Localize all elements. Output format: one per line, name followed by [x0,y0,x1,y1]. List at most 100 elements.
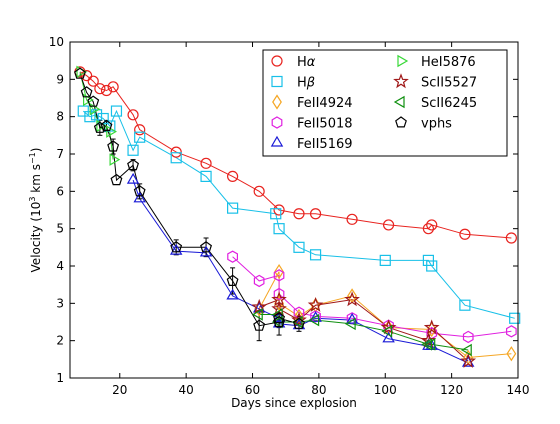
legend-label-text: FeII5018 [297,117,353,132]
legend-label-text: H [297,55,307,70]
legend-label-text: FeII4924 [297,96,353,111]
legend-label-scii5527: ScII5527 [421,76,477,91]
legend-entry-feii5018: FeII5018 [271,116,353,132]
y-tick-label: 2 [56,334,64,348]
data-point-hbeta [227,202,239,214]
legend-marker-scii5527 [393,73,409,89]
data-point-vphs [100,119,113,131]
data-point-halpha [80,69,93,82]
legend-label-hbeta: Hβ [297,76,315,91]
data-point-feii5018 [253,274,265,288]
data-point-hbeta [90,109,103,121]
data-point-halpha [273,204,285,216]
legend-label-text: FeII5169 [297,137,353,152]
y-tick-label: 8 [56,110,64,124]
data-point-halpha [346,213,358,225]
legend-entry-feii4924: FeII4924 [272,94,353,111]
legend-marker-feii5018 [271,116,283,129]
data-point-hbeta [509,312,521,324]
data-point-scii5527 [291,311,307,327]
legend-label-feii4924: FeII4924 [297,96,353,111]
data-point-halpha [459,228,471,240]
data-point-feii5018 [227,250,238,263]
data-point-scii6245 [424,338,436,351]
data-point-halpha [227,170,239,182]
data-point-scii6245 [344,317,356,331]
data-point-hbeta [309,249,322,261]
legend-marker-feii4924 [272,94,282,110]
axes-layer: 20 40 60 80 100 120 140 1 2 3 4 5 6 7 8 9 10 [49,35,530,397]
legend-label-text: vphs [421,117,452,132]
data-point-feii5169 [133,191,146,203]
legend: HαHβFeII4924FeII5018FeII5169HeI5876ScII5… [262,49,508,157]
data-point-halpha [134,124,146,136]
data-point-hbeta [200,170,212,182]
series-points-scii6245 [252,308,472,357]
data-point-halpha [127,109,139,121]
data-point-hbeta [379,254,391,266]
data-point-vphs [226,274,239,286]
data-point-halpha [100,84,113,97]
series-line-vphs [79,73,300,327]
series-points-vphs [73,67,305,331]
data-point-scii5527 [251,298,267,314]
data-point-hei5876 [106,125,117,138]
series-points-hbeta [77,105,521,324]
data-point-vphs [273,312,286,324]
data-point-halpha [382,219,395,231]
data-point-hbeta [127,144,139,156]
y-tick-label: 4 [56,259,64,273]
legend-label-feii5169: FeII5169 [297,137,353,152]
x-tick-label: 20 [112,383,127,397]
data-point-halpha [309,208,322,220]
data-point-hbeta [459,299,471,311]
legend-marker-vphs [395,116,407,128]
y-tick-label: 5 [56,222,64,236]
data-point-feii5169 [382,331,395,343]
legend-label-halpha: Hα [297,55,316,70]
series-points-halpha [74,66,517,244]
legend-label-vphs: vphs [421,117,452,132]
data-point-hbeta [170,152,182,164]
legend-label-hei5876: HeI5876 [421,55,476,70]
data-point-feii5018 [383,319,394,332]
y-tick-label: 9 [56,72,64,86]
y-axis-label-main: Velocity (10 [29,202,43,273]
data-point-vphs [170,241,183,253]
data-point-halpha [505,232,517,244]
data-point-feii5169 [169,243,183,255]
data-point-vphs [73,67,86,79]
data-point-vphs [133,185,146,197]
data-point-feii4924 [506,346,517,362]
y-tick-label: 1 [56,371,64,385]
legend-entry-hei5876: HeI5876 [397,54,476,70]
data-point-halpha [94,83,106,95]
data-point-scii5527 [307,296,324,312]
data-point-scii6245 [421,338,432,351]
data-point-halpha [107,81,119,93]
data-point-feii5169 [126,172,140,184]
data-point-halpha [200,157,212,169]
legend-label-greek: β [306,76,315,91]
data-point-vphs [200,241,213,253]
y-axis-label: Velocity (103 km s−1) [28,148,43,273]
data-point-feii5018 [462,330,474,344]
data-point-scii5527 [423,319,440,335]
legend-marker-feii5169 [270,135,284,147]
legend-frame [262,49,508,157]
data-point-vphs [93,121,106,133]
data-point-feii5169 [226,288,239,300]
y-axis-label-close: ) [29,148,43,153]
legend-entry-feii5169: FeII5169 [270,135,353,152]
data-point-hbeta [273,223,285,235]
legend-label-greek: α [307,55,316,70]
y-axis-label-unit-exp: −1 [28,152,37,164]
y-tick-label: 6 [56,184,64,198]
data-point-feii4924 [274,263,284,280]
x-tick-label: 60 [245,383,260,397]
data-point-hbeta [293,241,305,253]
legend-marker-hei5876 [397,54,409,68]
series-line-hbeta [82,109,515,319]
legend-label-scii6245: ScII6245 [421,96,477,111]
y-tick-label: 3 [56,296,64,310]
